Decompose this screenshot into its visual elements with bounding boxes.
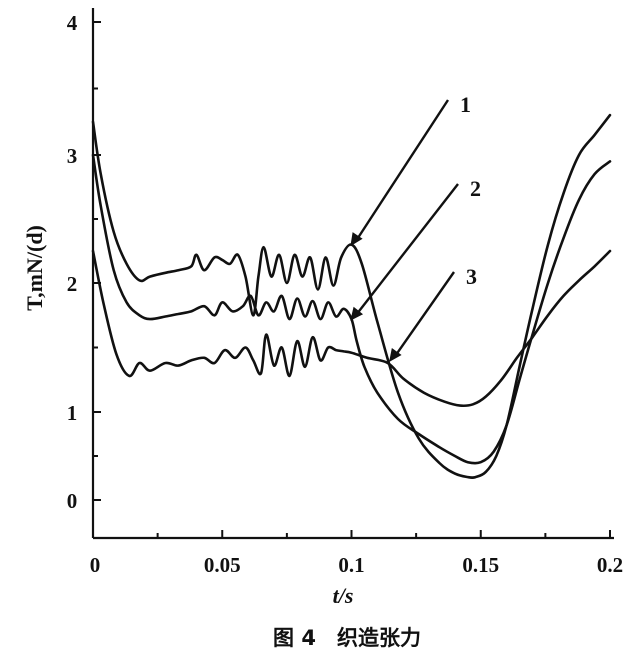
x-tick-label: 0.05 bbox=[204, 553, 241, 577]
series-line-2 bbox=[91, 153, 612, 465]
series-label-1: 1 bbox=[460, 92, 471, 117]
series-line-3 bbox=[91, 249, 612, 408]
x-tick-label: 0.2 bbox=[597, 553, 623, 577]
series-label-2: 2 bbox=[470, 176, 481, 201]
annotation-arrowhead-1 bbox=[350, 232, 363, 247]
y-ticks: 0 1 2 3 4 bbox=[67, 11, 101, 513]
y-tick-label: 0 bbox=[67, 489, 78, 513]
series-lines bbox=[91, 113, 612, 479]
x-tick-label: 0 bbox=[90, 553, 101, 577]
y-tick-label: 2 bbox=[67, 272, 78, 296]
y-tick-label: 3 bbox=[67, 144, 78, 168]
x-tick-label: 0.15 bbox=[462, 553, 499, 577]
x-ticks: 0 0.05 0.1 0.15 0.2 bbox=[90, 530, 623, 577]
annotation-arrowhead-3 bbox=[389, 347, 402, 363]
annotation-arrowhead-2 bbox=[350, 306, 364, 321]
series-line-1 bbox=[91, 113, 612, 479]
figure-caption: 图 4 织造张力 bbox=[273, 626, 421, 650]
annotation-line-1 bbox=[356, 99, 450, 240]
y-axis-label: T,mN/(d) bbox=[22, 225, 47, 311]
x-tick-label: 0.1 bbox=[338, 553, 364, 577]
y-tick-label: 1 bbox=[67, 401, 78, 425]
annotation-pointers: 1 2 3 bbox=[350, 92, 481, 363]
annotation-line-2 bbox=[356, 183, 459, 314]
y-tick-label: 4 bbox=[67, 11, 78, 35]
chart-axes bbox=[91, 8, 614, 540]
x-axis-label: t/s bbox=[333, 583, 354, 608]
series-label-3: 3 bbox=[466, 264, 477, 289]
annotation-line-3 bbox=[395, 271, 455, 356]
